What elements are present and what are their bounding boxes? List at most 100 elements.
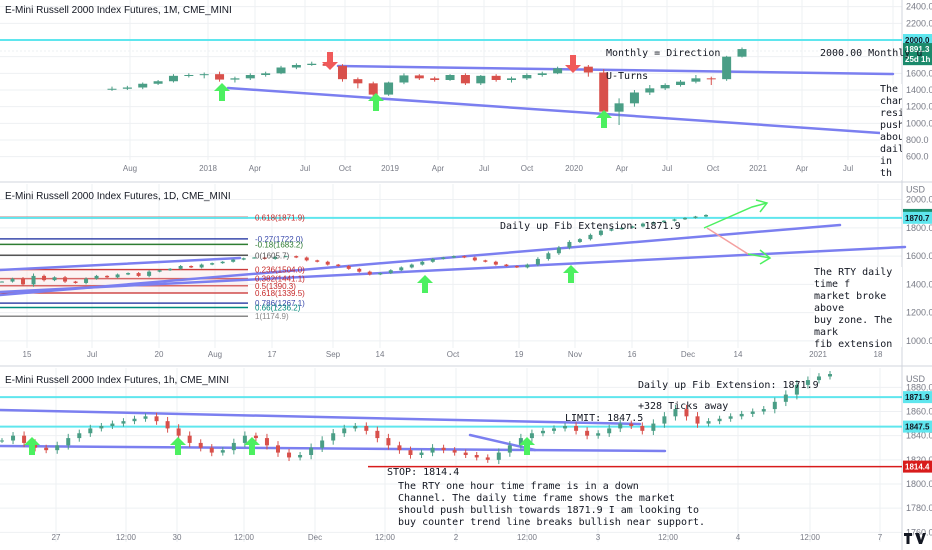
candle-body (367, 271, 372, 275)
candle-body (375, 430, 380, 439)
y-tick-label: 1860.0 (906, 407, 932, 417)
candle-body (507, 78, 517, 80)
x-tick-label: Oct (521, 164, 534, 173)
x-tick-label: 17 (268, 350, 277, 359)
candle-body (651, 423, 656, 431)
candle-body (525, 264, 530, 268)
candle-body (84, 278, 89, 283)
y-tick-label: USD (906, 374, 926, 384)
candle-body (261, 73, 271, 75)
candle-body (816, 376, 821, 381)
x-tick-label: Oct (339, 164, 352, 173)
candle-body (504, 264, 509, 266)
candle-body (518, 438, 523, 446)
x-tick-label: 12:00 (658, 533, 679, 542)
annotation-ticks-away: +328 Ticks away (638, 401, 729, 412)
candle-body (110, 423, 115, 426)
x-tick-label: 12:00 (517, 533, 538, 542)
y-tick-label: 1200.0 (906, 102, 932, 112)
price-tag-label: 1847.5 (905, 423, 930, 432)
candle-body (165, 421, 170, 429)
x-tick-label: 19 (515, 350, 524, 359)
candle-body (307, 63, 317, 65)
annotation-u-turns: U-Turns (606, 71, 649, 82)
candle-body (704, 214, 708, 217)
x-tick-label: 12:00 (234, 533, 255, 542)
x-tick-label: Jul (662, 164, 672, 173)
x-tick-label: 2018 (199, 164, 217, 173)
candle-body (320, 440, 325, 448)
x-tick-label: Oct (447, 350, 460, 359)
candle-body (33, 442, 38, 448)
x-tick-label: 18 (874, 350, 883, 359)
candle-body (618, 423, 623, 429)
fib-level-label: 0.66(1236.2) (255, 304, 301, 313)
fib-level-label: 0.618(1871.9) (255, 214, 305, 223)
candle-body (264, 438, 269, 446)
candle-body (294, 256, 299, 258)
candle-body (199, 74, 209, 76)
candle-body (682, 217, 687, 220)
red-down-arrow-icon (322, 52, 338, 70)
candle-body (737, 49, 747, 57)
candle-body (651, 222, 656, 224)
candle-body (408, 450, 413, 455)
candle-body (231, 259, 236, 262)
fib-level-label: 1(1174.9) (255, 312, 289, 321)
fib-level-label: 0.236(1504.0) (255, 266, 305, 275)
x-tick-label: 2019 (381, 164, 399, 173)
candle-body (262, 257, 267, 259)
candle-body (220, 450, 225, 453)
x-tick-label: Sep (326, 350, 341, 359)
candle-body (750, 411, 755, 414)
candle-body (629, 92, 639, 104)
candle-body (55, 445, 60, 451)
x-tick-label: 12:00 (800, 533, 821, 542)
y-tick-label: 1000.0 (906, 336, 932, 346)
candle-body (441, 447, 446, 451)
candles-layer (0, 47, 832, 465)
candle-body (342, 428, 347, 434)
y-tick-label: 1400.0 (906, 279, 932, 289)
x-tick-label: Dec (681, 350, 695, 359)
candle-body (599, 72, 609, 112)
candle-body (122, 87, 132, 89)
y-tick-label: 800.0 (906, 135, 929, 145)
x-tick-label: Nov (568, 350, 582, 359)
candle-body (331, 433, 336, 441)
candle-body (304, 257, 309, 261)
candle-body (514, 266, 519, 268)
candle-body (563, 426, 568, 429)
candle-body (414, 75, 424, 79)
candle-body (22, 435, 27, 443)
candle-body (325, 261, 330, 265)
candle-body (253, 435, 258, 439)
candle-body (94, 275, 99, 279)
candle-body (772, 401, 777, 410)
candle-body (552, 428, 556, 431)
candle-body (10, 278, 15, 282)
monthly-lower-trendline (226, 86, 882, 135)
candle-body (491, 75, 501, 80)
candle-body (535, 258, 540, 265)
fib-zone (0, 269, 248, 293)
y-tick-label: 1600.0 (906, 68, 932, 78)
candle-body (105, 275, 110, 278)
candle-body (31, 275, 36, 285)
green-up-arrow-icon (417, 275, 433, 293)
candle-body (493, 261, 498, 265)
candle-body (485, 457, 490, 460)
x-tick-label: Apr (249, 164, 262, 173)
panel3-title: E-Mini Russell 2000 Index Futures, 1h, C… (5, 375, 229, 386)
green-up-arrow-icon (214, 83, 230, 101)
candle-body (583, 66, 593, 73)
candle-body (184, 75, 194, 76)
candle-body (607, 428, 612, 434)
candle-body (660, 85, 670, 89)
arrows-layer (24, 52, 612, 455)
candle-body (42, 275, 47, 281)
candle-body (11, 435, 16, 441)
